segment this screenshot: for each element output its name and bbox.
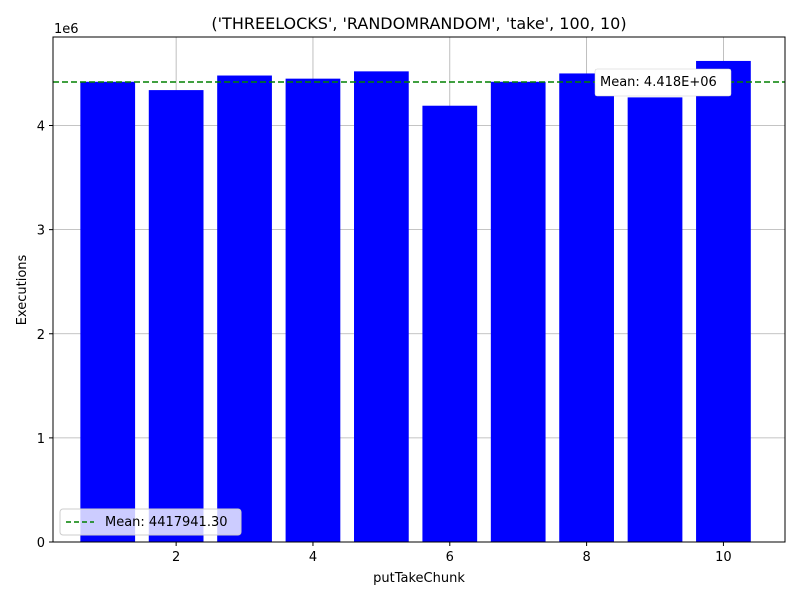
mean-annotation: Mean: 4.418E+06 bbox=[594, 68, 732, 97]
bar bbox=[422, 105, 478, 542]
y-multiplier-label: 1e6 bbox=[54, 22, 79, 37]
x-tick-label: 6 bbox=[446, 550, 454, 565]
mean-annotation-box bbox=[594, 68, 732, 97]
bar bbox=[285, 78, 341, 543]
bar bbox=[559, 73, 614, 542]
bar bbox=[627, 97, 683, 542]
bar bbox=[148, 90, 204, 543]
chart-title: ('THREELOCKS', 'RANDOMRANDOM', 'take', 1… bbox=[211, 14, 626, 33]
y-tick-label: 4 bbox=[37, 120, 45, 135]
x-tick-label: 2 bbox=[172, 550, 180, 565]
y-axis-label: Executions bbox=[15, 254, 30, 325]
x-tick-label: 4 bbox=[309, 550, 317, 565]
mean-annotation-text: Mean: 4.418E+06 bbox=[600, 75, 717, 90]
x-tick-label: 8 bbox=[582, 550, 590, 565]
bar bbox=[80, 81, 136, 542]
x-tick-label: 10 bbox=[715, 550, 732, 565]
legend-mean-label: Mean: 4417941.30 bbox=[105, 515, 228, 530]
y-tick-label: 1 bbox=[37, 432, 45, 447]
legend-box bbox=[59, 508, 242, 536]
y-tick-label: 2 bbox=[37, 328, 45, 343]
y-tick-label: 3 bbox=[37, 224, 45, 239]
legend: Mean: 4417941.30 bbox=[59, 508, 242, 536]
plot-frame bbox=[52, 36, 786, 543]
x-axis-label: putTakeChunk bbox=[373, 571, 465, 586]
y-tick-label: 0 bbox=[37, 536, 45, 551]
bar bbox=[354, 71, 409, 542]
ticks: 2 4 6 8 10 0 1 2 3 4 bbox=[37, 120, 732, 565]
bar bbox=[490, 81, 546, 542]
bar bbox=[696, 60, 751, 542]
bars bbox=[80, 60, 751, 543]
bar bbox=[217, 75, 272, 543]
